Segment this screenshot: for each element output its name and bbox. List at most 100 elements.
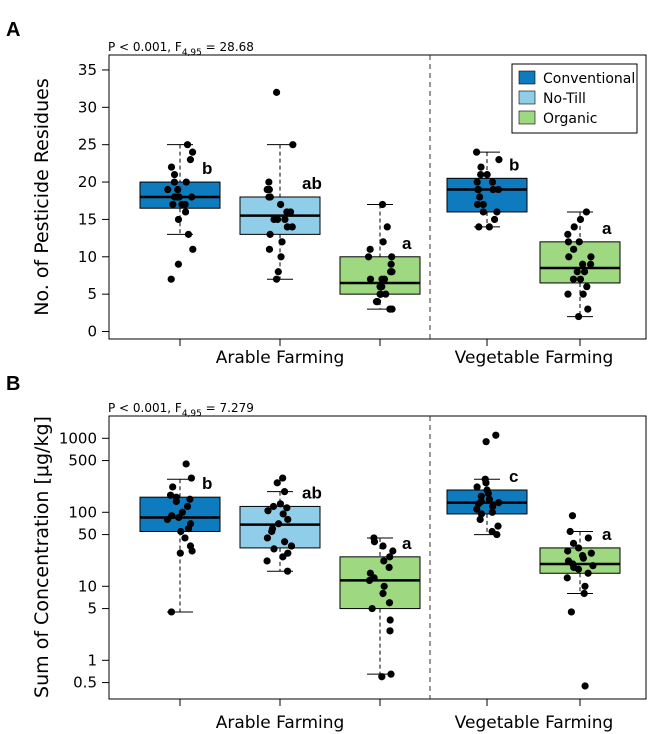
data-point <box>183 141 192 149</box>
data-point <box>581 582 589 590</box>
significance-letter: b <box>202 474 212 493</box>
data-point <box>283 567 292 575</box>
data-point <box>573 268 581 276</box>
data-point <box>574 544 583 552</box>
data-point <box>168 512 176 520</box>
data-point <box>265 245 274 253</box>
data-point <box>182 178 190 186</box>
data-point <box>174 260 183 268</box>
data-point <box>563 574 571 582</box>
stat-subscript: 4,95 <box>182 409 202 419</box>
data-point <box>265 185 273 194</box>
data-point <box>477 497 485 506</box>
plot-frame <box>108 415 647 700</box>
data-point <box>477 170 485 179</box>
data-point <box>569 539 578 547</box>
y-tick-label: 10 <box>78 248 97 266</box>
data-point <box>378 200 387 209</box>
y-axis-label: Sum of Concentration [μg/kg] <box>31 416 53 698</box>
data-point <box>489 502 497 511</box>
data-point <box>584 305 592 313</box>
data-point <box>477 510 486 518</box>
data-point <box>178 508 186 516</box>
data-point <box>386 627 394 635</box>
data-point <box>177 527 185 536</box>
legend-label-organic: Organic <box>543 111 597 127</box>
significance-letter: b <box>202 159 212 178</box>
data-point <box>186 542 195 550</box>
data-point <box>187 474 196 482</box>
data-point <box>273 479 281 487</box>
data-point <box>575 238 583 246</box>
data-point <box>272 88 281 96</box>
data-point <box>265 178 273 186</box>
data-point <box>264 507 272 515</box>
data-point <box>388 305 396 313</box>
stat-tail: = 7.279 <box>202 401 254 415</box>
data-point <box>379 589 387 598</box>
data-point <box>570 245 578 253</box>
data-point <box>564 230 572 238</box>
data-point <box>482 438 490 446</box>
y-tick-label: 25 <box>78 136 97 154</box>
data-point <box>286 208 295 216</box>
data-point <box>188 148 197 156</box>
data-point <box>263 534 272 542</box>
significance-letter: ab <box>302 483 322 502</box>
data-point <box>368 604 376 613</box>
data-point <box>280 488 289 496</box>
data-point <box>380 582 388 590</box>
data-point <box>169 483 177 491</box>
data-point <box>564 290 572 298</box>
data-point <box>386 268 395 276</box>
data-point <box>270 215 278 224</box>
box-organic: a <box>339 534 421 681</box>
data-point <box>167 163 176 171</box>
y-axis-label: No. of Pesticide Residues <box>31 78 53 315</box>
data-point <box>274 520 283 528</box>
x-group-label-vegetable: Vegetable Farming <box>455 713 614 733</box>
data-point <box>583 283 591 291</box>
y-tick-label: 5 <box>87 600 97 618</box>
data-point <box>366 569 374 577</box>
legend-swatch-organic <box>518 110 536 125</box>
data-point <box>581 682 589 690</box>
data-point <box>274 268 282 276</box>
x-axis: Arable Farming Vegetable Farming <box>179 339 613 368</box>
data-point <box>582 208 591 216</box>
data-point <box>485 223 493 231</box>
box-no-till: ab <box>239 88 322 283</box>
box-no-till: ab <box>239 474 322 575</box>
data-point <box>494 185 503 194</box>
data-point <box>495 156 503 164</box>
data-point <box>385 599 394 607</box>
stat-tail: = 28.68 <box>202 40 254 54</box>
legend-label-conventional: Conventional <box>543 71 635 87</box>
data-point <box>574 312 583 321</box>
data-point <box>269 502 278 511</box>
x-group-label-arable: Arable Farming <box>216 348 345 368</box>
data-point <box>388 253 396 261</box>
x-axis: Arable Farming Vegetable Farming <box>179 699 614 733</box>
data-point <box>485 495 493 503</box>
data-point <box>472 148 481 156</box>
data-point <box>270 545 278 553</box>
data-point <box>570 223 578 231</box>
data-point <box>488 508 496 516</box>
stat-main: P < 0.001, F <box>108 40 182 54</box>
data-point <box>584 534 592 542</box>
data-point <box>488 527 496 536</box>
data-point <box>587 549 595 557</box>
data-point <box>377 283 385 291</box>
panel-b: B P < 0.001, F4,95 = 7.279 Sum of Concen… <box>6 373 647 733</box>
box-iqr <box>446 177 528 213</box>
data-point <box>379 238 387 246</box>
box-conventional: b <box>139 141 221 283</box>
data-point <box>483 170 491 179</box>
data-point <box>389 547 397 555</box>
data-point <box>174 215 183 224</box>
significance-letter: a <box>602 525 612 544</box>
stat-annotation: P < 0.001, F4,95 = 7.279 <box>108 401 254 419</box>
box-conventional: b <box>139 460 221 616</box>
